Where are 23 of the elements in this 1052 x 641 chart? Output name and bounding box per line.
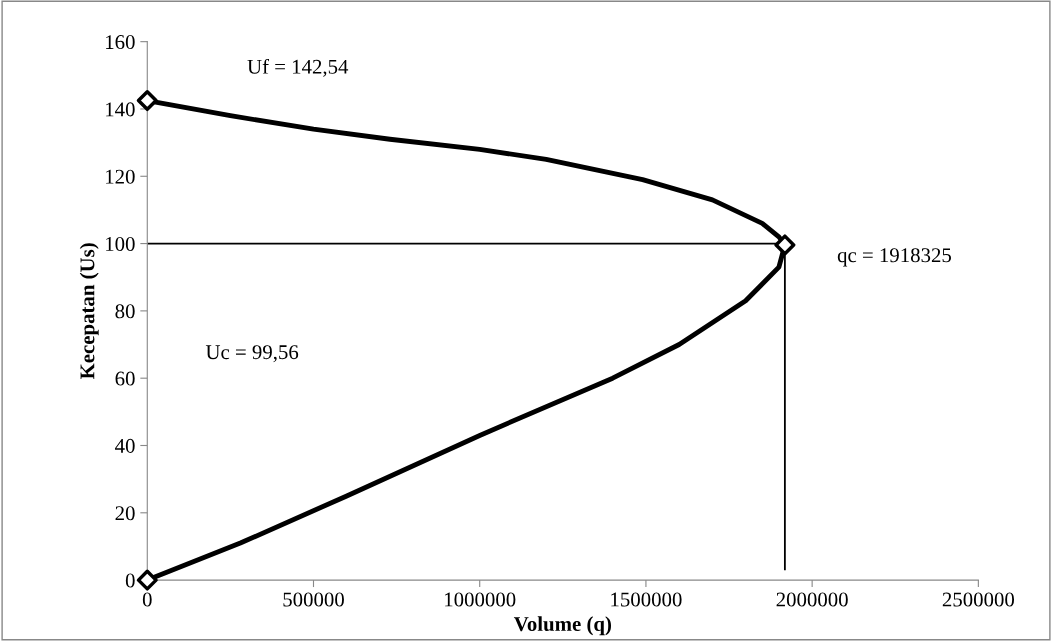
- x-tick-label: 500000: [283, 592, 344, 607]
- x-axis-title: Volume (q): [513, 616, 612, 636]
- y-tick-label: 140: [106, 102, 135, 117]
- point: [774, 234, 796, 256]
- x-tick-label: 2500000: [942, 592, 1015, 607]
- y-tick-label: 40: [115, 438, 135, 453]
- point: [136, 569, 158, 591]
- y-tick-label: 0: [125, 573, 135, 588]
- x-tick-label: 0: [142, 592, 152, 607]
- y-tick-label: 20: [115, 506, 135, 521]
- annotation: Uf = 142,54: [247, 58, 349, 77]
- x-tick-label: 2000000: [776, 592, 848, 607]
- x-tick-label: 1000000: [445, 592, 516, 607]
- annotation: Uc = 99,56: [205, 345, 299, 363]
- x-tick-label: 1500000: [611, 592, 682, 607]
- y-tick-label: 160: [106, 35, 135, 50]
- y-tick-label: 120: [106, 169, 135, 184]
- y-axis-title: Kecepatan (Us): [79, 243, 99, 380]
- point: [136, 90, 158, 112]
- y-tick-label: 100: [106, 236, 135, 252]
- y-tick-label: 60: [115, 371, 135, 386]
- annotation: qc = 1918325: [837, 248, 952, 267]
- y-tick-label: 80: [115, 304, 135, 319]
